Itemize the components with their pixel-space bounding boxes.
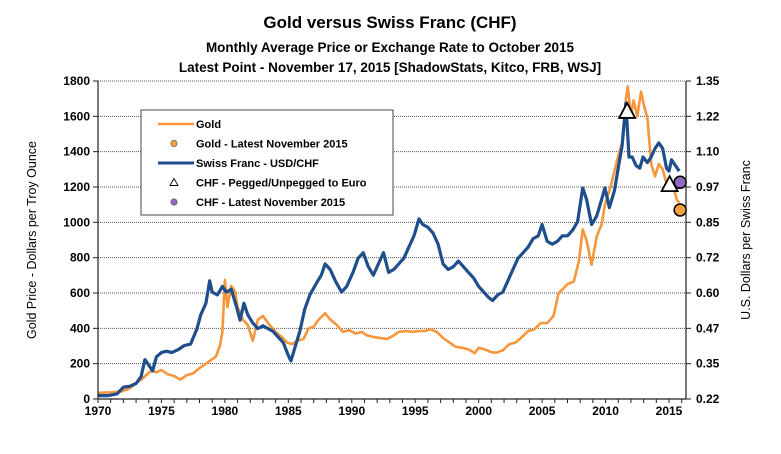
x-tick-label: 2010 [592, 404, 619, 418]
y-right-tick-label: 1.35 [696, 74, 720, 88]
legend-swatch-dot [170, 140, 178, 148]
y-axis-left-label: Gold Price - Dollars per Troy Ounce [25, 141, 39, 339]
chf-series-line [98, 101, 681, 398]
y-left-tick-label: 200 [70, 357, 90, 371]
legend-item: CHF - Latest November 2015 [170, 197, 345, 209]
x-tick-label: 1990 [338, 404, 365, 418]
y-right-tick-label: 1.10 [696, 145, 720, 159]
y-right-tick-label: 0.22 [696, 392, 720, 406]
y-right-tick-label: 0.35 [696, 357, 720, 371]
x-tick-label: 2000 [465, 404, 492, 418]
y-right-tick-label: 0.72 [696, 251, 720, 265]
x-axis-ticks: 1970 1975 1980 1985 1990 1995 2000 2005 2010 2015 [85, 399, 683, 418]
plot-frame [97, 81, 687, 400]
legend-item: Gold [158, 119, 221, 131]
y-left-tick-label: 1800 [63, 74, 90, 88]
y-right-tick-label: 0.97 [696, 180, 720, 194]
y-left-tick-label: 800 [70, 251, 90, 265]
y-right-tick-label: 1.22 [696, 109, 720, 123]
legend-label: CHF - Latest November 2015 [196, 197, 345, 209]
legend-label: Swiss Franc - USD/CHF [196, 158, 319, 170]
y-right-tick-label: 0.47 [696, 321, 720, 335]
x-tick-label: 2015 [656, 404, 683, 418]
legend-label: Gold [196, 119, 221, 131]
x-tick-label: 1970 [85, 404, 112, 418]
x-tick-label: 1985 [275, 404, 302, 418]
x-tick-label: 1980 [212, 404, 239, 418]
y-right-tick-label: 0.60 [696, 286, 720, 300]
chart-title: Gold versus Swiss Franc (CHF) [263, 13, 516, 32]
y-axis-right-ticks: 0.22 0.35 0.47 0.60 0.72 0.85 0.97 1.10 1.22 1.35 [686, 74, 720, 406]
series-layer [97, 85, 681, 398]
y-axis-right-label: U.S. Dollars per Swiss Franc [739, 160, 753, 320]
chart-subtitle-2: Latest Point - November 17, 2015 [Shadow… [179, 60, 601, 75]
legend-item: Gold - Latest November 2015 [170, 139, 348, 151]
legend-label: CHF - Pegged/Unpegged to Euro [196, 178, 367, 190]
chf-latest-dot [673, 175, 687, 190]
x-tick-label: 1995 [402, 404, 429, 418]
legend-swatch-triangle [169, 177, 179, 186]
y-left-tick-label: 1600 [63, 109, 90, 123]
chart-subtitle-1: Monthly Average Price or Exchange Rate t… [206, 40, 575, 55]
y-left-tick-label: 600 [70, 286, 90, 300]
markers-layer [617, 101, 687, 217]
y-left-tick-label: 1200 [63, 180, 90, 194]
y-right-tick-label: 0.85 [696, 215, 720, 229]
legend: Gold Gold - Latest November 2015 Swiss Fra… [140, 109, 394, 216]
gold-series-line [97, 85, 681, 395]
y-left-tick-label: 1000 [63, 215, 90, 229]
gold-latest-dot [673, 203, 687, 217]
y-left-tick-label: 400 [70, 321, 90, 335]
legend-swatch-dot [170, 198, 178, 206]
y-left-tick-label: 0 [83, 392, 90, 406]
legend-item: Swiss Franc - USD/CHF [158, 158, 319, 170]
y-left-tick-label: 1400 [63, 145, 90, 159]
y-axis-left-ticks: 0 200 400 600 800 1000 1200 1400 1600 1800 [63, 74, 98, 406]
legend-label: Gold - Latest November 2015 [196, 139, 348, 151]
peg-triangle-marker [617, 101, 637, 119]
x-tick-label: 2005 [529, 404, 556, 418]
legend-item: CHF - Pegged/Unpegged to Euro [169, 177, 367, 190]
x-tick-label: 1975 [148, 404, 175, 418]
